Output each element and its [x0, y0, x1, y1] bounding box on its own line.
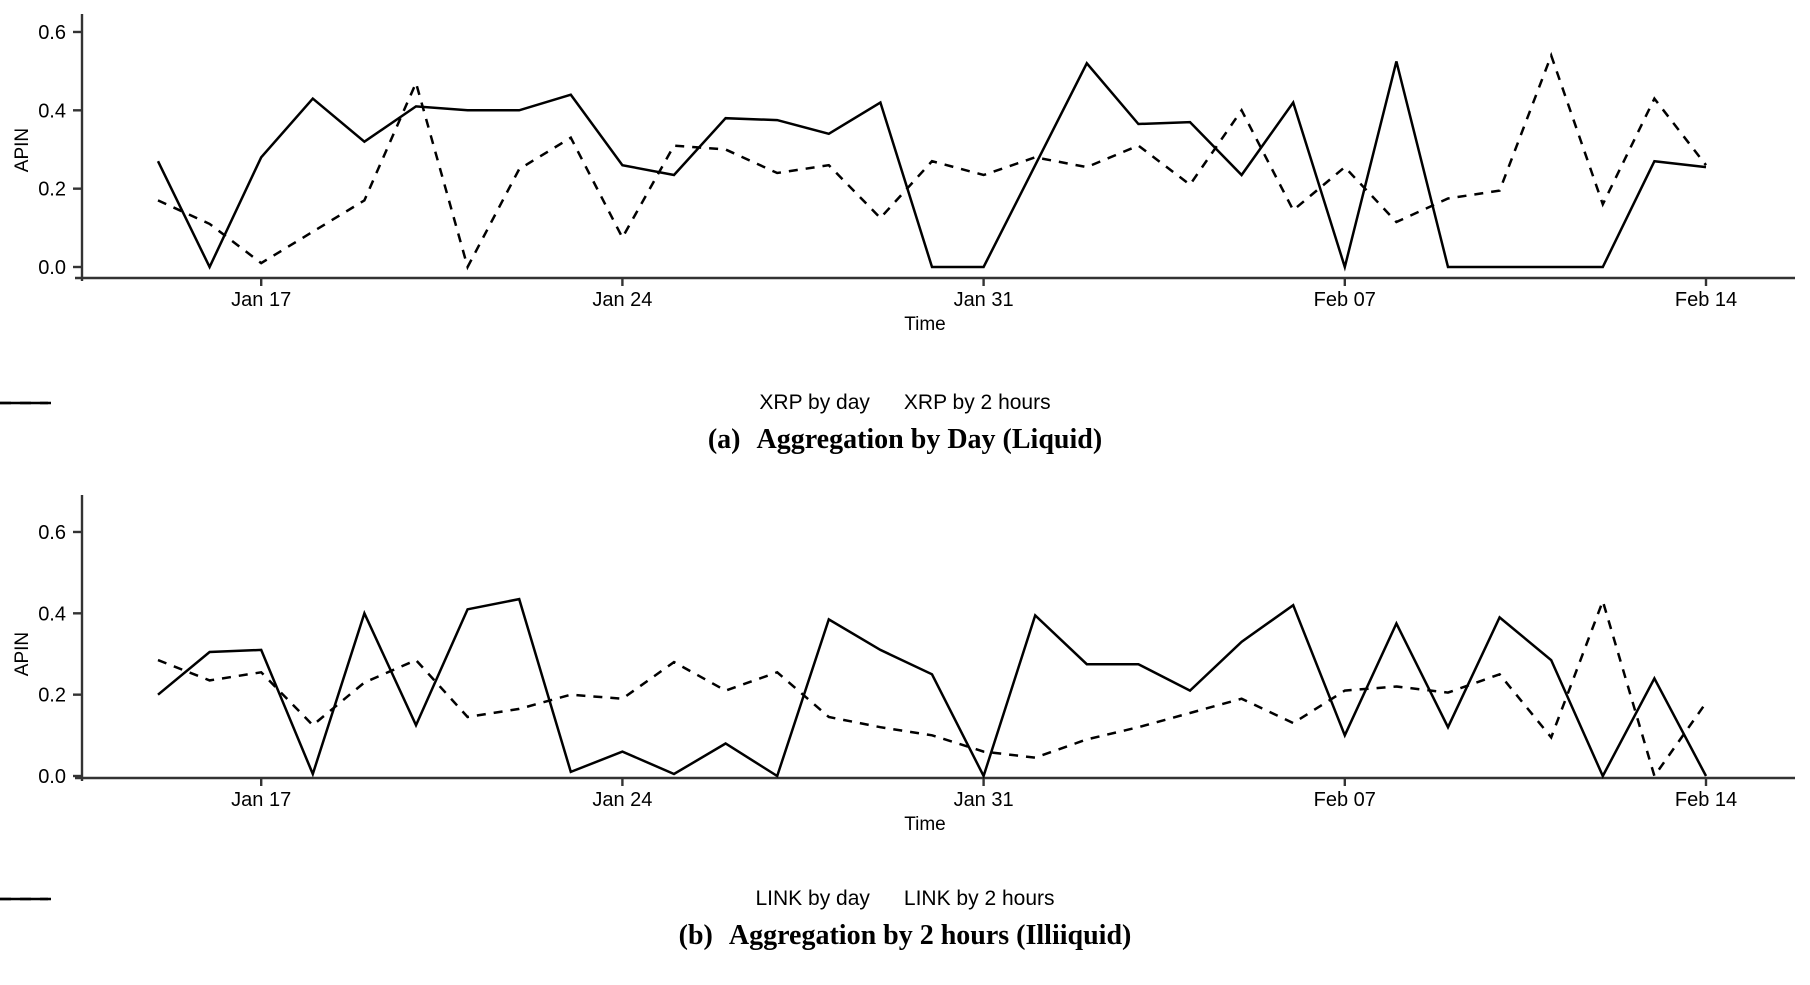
x-tick-label: Feb 07 [1314, 289, 1376, 311]
series-line-link-by-day [157, 597, 1708, 780]
x-axis-title: Time [904, 314, 946, 335]
x-tick-label: Jan 17 [231, 789, 291, 811]
chart-panel-b: 0.0 0.2 0.4 0.6 Jan 17 Jan 24 Jan 31 Feb 07 Feb … [12, 495, 1795, 835]
dashed-line-swatch-icon [0, 897, 52, 901]
series-line-link-by-2-hours [157, 597, 1708, 779]
dashed-line-swatch-icon [0, 401, 52, 405]
caption-index: (a) [707, 424, 741, 455]
legend-label: XRP by day [759, 391, 870, 414]
caption-text: Aggregation by Day (Liquid) [756, 424, 1103, 455]
legend-label: LINK by 2 hours [903, 887, 1055, 910]
x-tick-label: Jan 24 [592, 289, 652, 311]
caption-index: (b) [678, 920, 713, 951]
x-axis-title: Time [904, 814, 946, 835]
legend-item-solid: XRP by day [0, 391, 870, 415]
chart-panel-a: 0.0 0.2 0.4 0.6 Jan 17 Jan 24 Jan 31 Feb 07 Feb … [12, 14, 1795, 335]
y-tick-label: 0.0 [38, 257, 66, 279]
x-tick-label: Feb 07 [1314, 789, 1376, 811]
caption-panel-b: (b) Aggregation by 2 hours (Illiiquid) [0, 920, 1810, 952]
legend-panel-b: LINK by day LINK by 2 hours [0, 884, 1810, 914]
y-tick-label: 0.4 [38, 603, 66, 625]
y-tick-label: 0.0 [38, 766, 66, 788]
legend-label: XRP by 2 hours [903, 391, 1051, 414]
series-line-xrp-by-2-hours [157, 51, 1707, 271]
legend-item-dashed: LINK by 2 hours [0, 887, 1055, 911]
y-tick-label: 0.6 [38, 22, 66, 44]
x-tick-label: Jan 24 [592, 789, 652, 811]
x-tick-label: Jan 31 [954, 789, 1014, 811]
x-tick-label: Feb 14 [1675, 789, 1737, 811]
series-line-xrp-by-day [156, 61, 1707, 272]
caption-panel-a: (a) Aggregation by Day (Liquid) [0, 424, 1810, 456]
legend-item-dashed: XRP by 2 hours [0, 391, 1051, 415]
x-tick-label: Feb 14 [1675, 289, 1737, 311]
y-axis-title: APIN [12, 128, 33, 172]
y-axis-title: APIN [12, 632, 33, 676]
legend-label: LINK by day [755, 887, 870, 910]
y-tick-label: 0.4 [38, 100, 66, 122]
y-tick-label: 0.2 [38, 685, 66, 707]
caption-text: Aggregation by 2 hours (Illiiquid) [728, 920, 1132, 951]
x-tick-label: Jan 31 [954, 289, 1014, 311]
y-tick-label: 0.2 [38, 179, 66, 201]
x-tick-label: Jan 17 [231, 289, 291, 311]
legend-panel-a: XRP by day XRP by 2 hours [0, 388, 1810, 418]
legend-item-solid: LINK by day [0, 887, 870, 911]
y-tick-label: 0.6 [38, 522, 66, 544]
